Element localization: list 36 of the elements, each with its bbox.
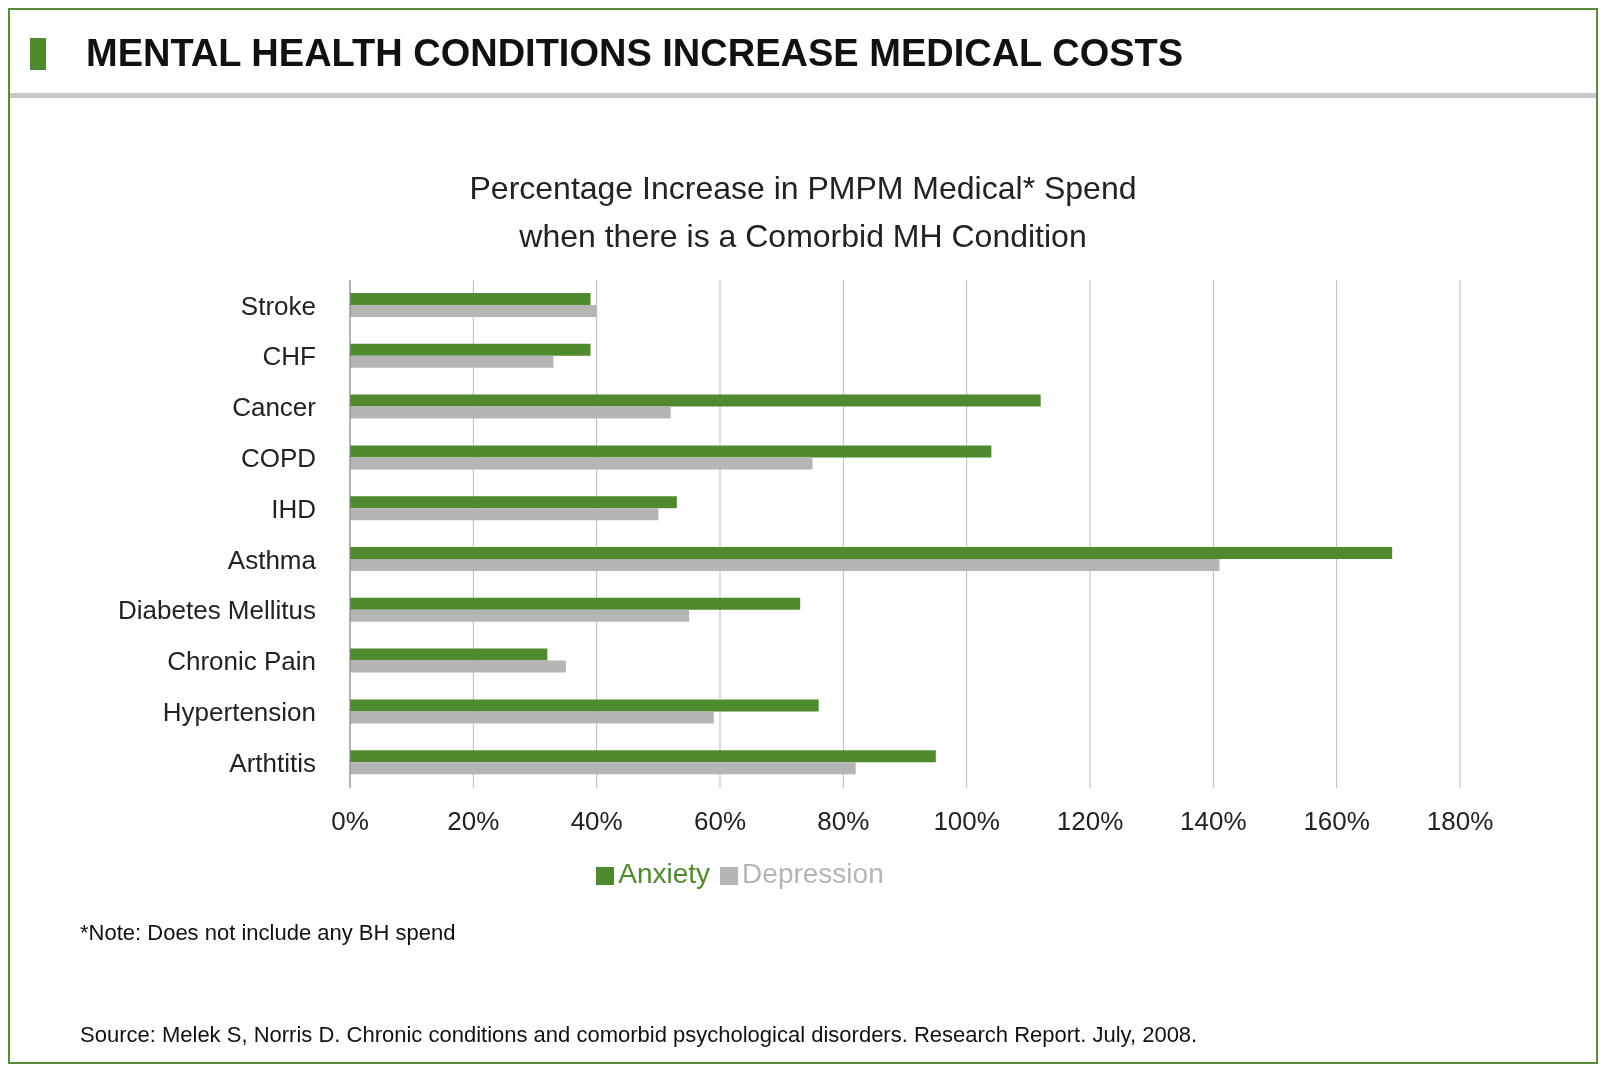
bar xyxy=(350,597,801,610)
legend-label: Anxiety xyxy=(618,858,711,889)
x-tick-label: 40% xyxy=(570,806,623,837)
x-tick-label: 0% xyxy=(331,806,369,837)
bar xyxy=(350,699,819,712)
source-note: Source: Melek S, Norris D. Chronic conditions and comorbid psychological disorders. Research Report. July, 2008. xyxy=(80,1022,1199,1048)
x-tick-label: 180% xyxy=(1426,806,1494,837)
y-tick-label: Chronic Pain xyxy=(167,646,316,677)
x-tick-label: 100% xyxy=(933,806,1000,837)
x-tick-label: 60% xyxy=(693,806,747,837)
bar xyxy=(350,343,591,356)
x-tick-label: 20% xyxy=(447,806,500,837)
bar xyxy=(350,445,992,458)
bar xyxy=(350,496,677,509)
y-tick-label: Stroke xyxy=(240,290,316,321)
x-tick-label: 160% xyxy=(1303,806,1370,837)
bar xyxy=(350,293,591,305)
bar xyxy=(350,547,1393,559)
chart-subtitle: Percentage Increase in PMPM Medical* Spend when there is a Comorbid MH Condition xyxy=(468,169,1138,256)
chart-title: MENTAL HEALTH CONDITIONS INCREASE MEDICAL COSTS xyxy=(86,32,1184,75)
bar xyxy=(350,394,1041,407)
y-tick-label: Cancer xyxy=(232,392,317,423)
x-tick-label: 140% xyxy=(1180,806,1247,837)
x-tick-label: 80% xyxy=(817,806,870,837)
x-tick-label: 120% xyxy=(1056,806,1124,837)
y-tick-label: Arthtitis xyxy=(229,747,316,778)
legend-label: Depression xyxy=(742,858,884,889)
bar xyxy=(350,750,936,763)
y-tick-label: COPD xyxy=(240,443,316,474)
y-tick-label: Asthma xyxy=(227,544,317,575)
text: *Note: Does not include any BH spend xyxy=(80,920,457,946)
bar xyxy=(350,648,548,661)
y-tick-label: Diabetes Mellitus xyxy=(118,595,316,626)
y-tick-label: CHF xyxy=(262,341,316,372)
y-tick-label: IHD xyxy=(271,493,316,524)
y-tick-label: Hypertension xyxy=(162,697,316,728)
